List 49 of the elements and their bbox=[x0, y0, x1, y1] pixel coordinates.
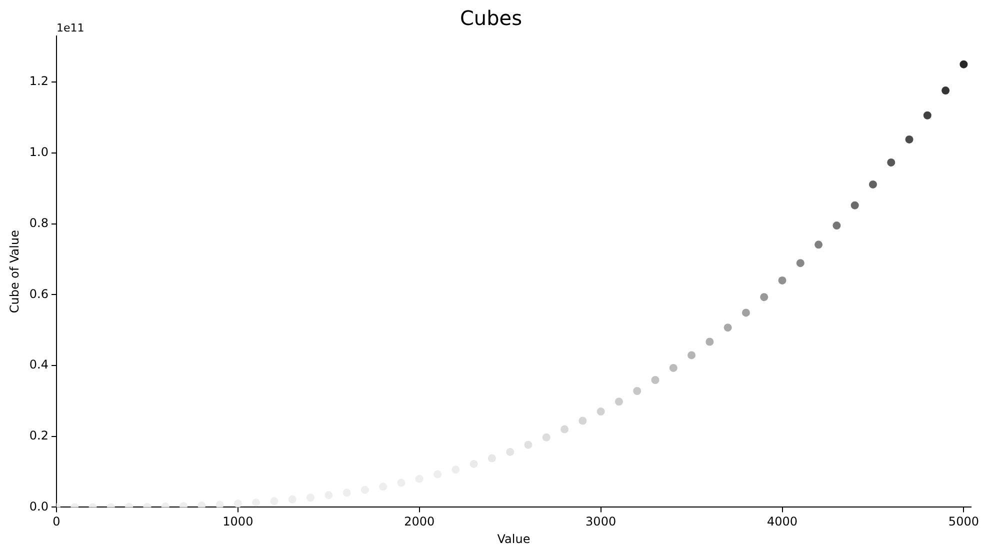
point bbox=[216, 500, 224, 508]
point bbox=[706, 338, 714, 346]
y-tick-label: 0.6 bbox=[29, 286, 48, 301]
y-tick-label: 0.4 bbox=[29, 358, 48, 372]
point bbox=[796, 259, 804, 268]
text: 1e11 bbox=[56, 21, 84, 34]
y-tick-label: 0.2 bbox=[29, 428, 48, 442]
point bbox=[850, 201, 859, 210]
point bbox=[633, 386, 642, 395]
x-tick-label: 5000 bbox=[948, 514, 979, 529]
point bbox=[651, 376, 660, 384]
point bbox=[814, 240, 823, 249]
y-tick-label: 0.8 bbox=[29, 216, 48, 230]
y-tick-label: 1.0 bbox=[29, 145, 48, 160]
point bbox=[778, 276, 786, 284]
point bbox=[506, 448, 514, 456]
point bbox=[760, 293, 768, 302]
point bbox=[614, 398, 623, 406]
point bbox=[923, 111, 932, 120]
point bbox=[596, 408, 605, 416]
x-tick-label: 3000 bbox=[586, 514, 616, 529]
point bbox=[669, 364, 678, 372]
y-tick-label: 0.0 bbox=[29, 499, 48, 514]
x-axis-title: Value bbox=[497, 532, 530, 546]
point bbox=[832, 222, 841, 230]
point bbox=[742, 308, 750, 317]
x-tick-label: 2000 bbox=[404, 514, 435, 529]
point bbox=[960, 60, 968, 68]
point bbox=[252, 498, 260, 507]
point bbox=[688, 351, 696, 360]
point bbox=[724, 324, 732, 332]
chart-title: Cubes bbox=[460, 6, 522, 30]
point bbox=[198, 501, 206, 508]
point bbox=[578, 416, 587, 425]
y-axis-title: Cube of Value bbox=[7, 230, 22, 314]
x-tick-label: 1000 bbox=[222, 514, 254, 529]
y-tick-label: 1.2 bbox=[29, 74, 48, 88]
point bbox=[234, 500, 242, 508]
point bbox=[942, 86, 950, 95]
point bbox=[560, 425, 569, 434]
point bbox=[542, 433, 550, 442]
point bbox=[524, 440, 532, 449]
point bbox=[887, 158, 896, 166]
point bbox=[868, 180, 877, 188]
x-tick-label: 4000 bbox=[766, 514, 798, 529]
point bbox=[905, 135, 914, 144]
point bbox=[270, 497, 278, 506]
x-tick-label: 0 bbox=[52, 514, 60, 529]
point bbox=[488, 454, 496, 462]
